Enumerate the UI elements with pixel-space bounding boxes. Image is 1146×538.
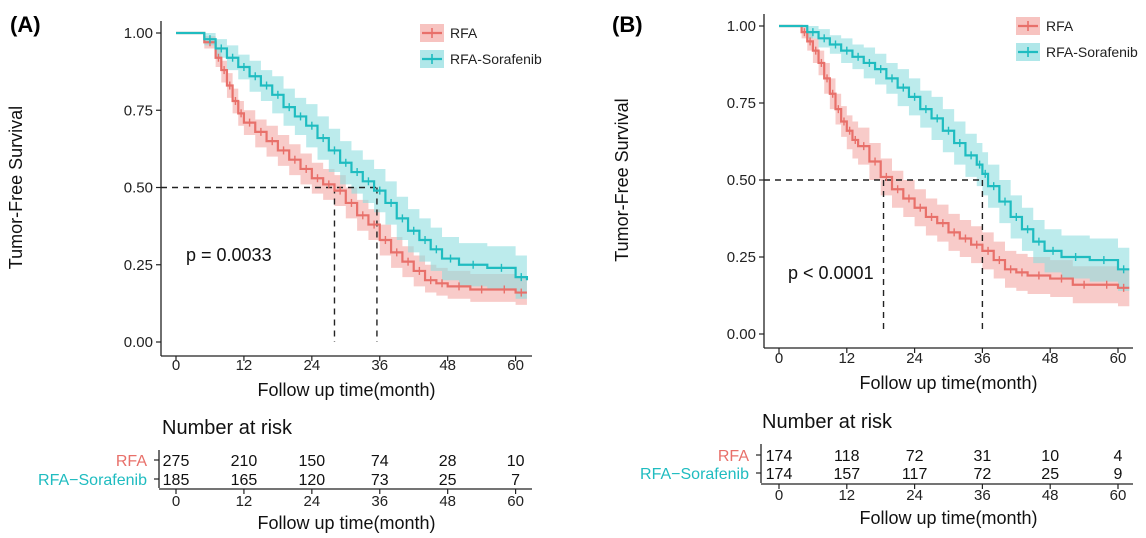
km-panel-b: (B) 0.00 0.25 0.50 0.75 1.00 0 12 24 36 48 60 Follow… xyxy=(612,12,1138,528)
x-tick-label: 60 xyxy=(1110,350,1127,367)
y-tick-label: 0.50 xyxy=(124,180,153,197)
risk-table-value: 210 xyxy=(231,453,258,470)
y-tick-label: 0.25 xyxy=(727,249,756,266)
x-tick-label: 0 xyxy=(775,350,783,367)
risk-table-value: 185 xyxy=(163,472,190,489)
km-panel-a: (A) 0.00 0.25 0.50 0.75 1.00 0 12 24 36 48 60 Follow… xyxy=(6,12,542,533)
risk-table-value: 25 xyxy=(1041,466,1059,483)
risk-table-value: 4 xyxy=(1114,448,1123,465)
risk-table-x-tick-label: 24 xyxy=(906,487,923,504)
risk-table-row-name: RFA xyxy=(116,453,147,470)
risk-table-value: 7 xyxy=(511,472,520,489)
y-tick-label: 1.00 xyxy=(124,25,153,42)
risk-table-value: 28 xyxy=(439,453,457,470)
risk-table-value: 31 xyxy=(974,448,992,465)
x-tick-label: 24 xyxy=(303,357,320,374)
panel-label: (B) xyxy=(612,12,643,37)
risk-table-x-tick-label: 0 xyxy=(172,493,180,510)
risk-table-value: 10 xyxy=(507,453,525,470)
y-axis-label: Tumor-Free Survival xyxy=(6,106,26,269)
p-value-annotation: p = 0.0033 xyxy=(186,245,272,265)
risk-table-x-axis-label: Follow up time(month) xyxy=(859,508,1037,528)
risk-table-x-tick-label: 60 xyxy=(1110,487,1127,504)
risk-table-x-axis-label: Follow up time(month) xyxy=(257,513,435,533)
risk-table-value: 73 xyxy=(371,472,389,489)
y-tick-label: 0.50 xyxy=(727,172,756,189)
panel-label: (A) xyxy=(10,12,41,37)
risk-table-x-tick-label: 24 xyxy=(303,493,320,510)
legend-label: RFA xyxy=(450,25,478,41)
ci-band-rfa-sorafenib xyxy=(779,26,1130,291)
risk-table-value: 174 xyxy=(766,448,793,465)
x-tick-label: 48 xyxy=(439,357,456,374)
risk-table-row-name: RFA xyxy=(718,448,749,465)
x-tick-label: 24 xyxy=(906,350,923,367)
risk-table-value: 25 xyxy=(439,472,457,489)
risk-table-value: 72 xyxy=(906,448,924,465)
y-tick-label: 0.25 xyxy=(124,257,153,274)
risk-table-x-tick-label: 36 xyxy=(371,493,388,510)
risk-table-row-name: RFA−Sorafenib xyxy=(38,472,147,489)
y-tick-label: 0.00 xyxy=(124,334,153,351)
legend-label: RFA-Sorafenib xyxy=(1046,44,1138,60)
x-axis-label: Follow up time(month) xyxy=(859,373,1037,393)
risk-table-value: 275 xyxy=(163,453,190,470)
survival-curve-rfa-sorafenib xyxy=(779,24,1130,271)
risk-table-value: 9 xyxy=(1114,466,1123,483)
y-tick-label: 0.75 xyxy=(124,102,153,119)
x-tick-label: 60 xyxy=(507,357,524,374)
survival-curve-rfa-sorafenib xyxy=(176,31,529,281)
risk-table-x-tick-label: 60 xyxy=(507,493,524,510)
x-tick-label: 12 xyxy=(838,350,855,367)
x-tick-label: 12 xyxy=(236,357,253,374)
risk-table-value: 10 xyxy=(1041,448,1059,465)
risk-table-x-tick-label: 48 xyxy=(439,493,456,510)
risk-table-x-tick-label: 0 xyxy=(775,487,783,504)
risk-table-value: 157 xyxy=(833,466,860,483)
risk-table-title: Number at risk xyxy=(162,417,293,439)
risk-table-row-name: RFA−Sorafenib xyxy=(640,466,749,483)
y-axis-label: Tumor-Free Survival xyxy=(612,98,632,261)
risk-table-value: 165 xyxy=(231,472,258,489)
y-tick-label: 0.75 xyxy=(727,95,756,112)
survival-curve-rfa xyxy=(779,24,1130,289)
risk-table-value: 174 xyxy=(766,466,793,483)
risk-table-x-tick-label: 48 xyxy=(1042,487,1059,504)
risk-table-x-tick-label: 12 xyxy=(236,493,253,510)
x-tick-label: 48 xyxy=(1042,350,1059,367)
x-tick-label: 36 xyxy=(974,350,991,367)
legend-label: RFA-Sorafenib xyxy=(450,51,542,67)
x-tick-label: 36 xyxy=(371,357,388,374)
risk-table-value: 117 xyxy=(902,466,928,483)
risk-table-value: 120 xyxy=(298,472,325,489)
x-axis-label: Follow up time(month) xyxy=(257,380,435,400)
risk-table-value: 118 xyxy=(834,448,860,465)
p-value-annotation: p < 0.0001 xyxy=(788,263,874,283)
risk-table-x-tick-label: 12 xyxy=(838,487,855,504)
x-tick-label: 0 xyxy=(172,357,180,374)
y-tick-label: 0.00 xyxy=(727,326,756,343)
risk-table-value: 72 xyxy=(974,466,992,483)
y-tick-label: 1.00 xyxy=(727,18,756,35)
risk-table-value: 74 xyxy=(371,453,389,470)
risk-table-x-tick-label: 36 xyxy=(974,487,991,504)
risk-table-value: 150 xyxy=(298,453,325,470)
risk-table-title: Number at risk xyxy=(762,411,893,433)
legend-label: RFA xyxy=(1046,18,1074,34)
